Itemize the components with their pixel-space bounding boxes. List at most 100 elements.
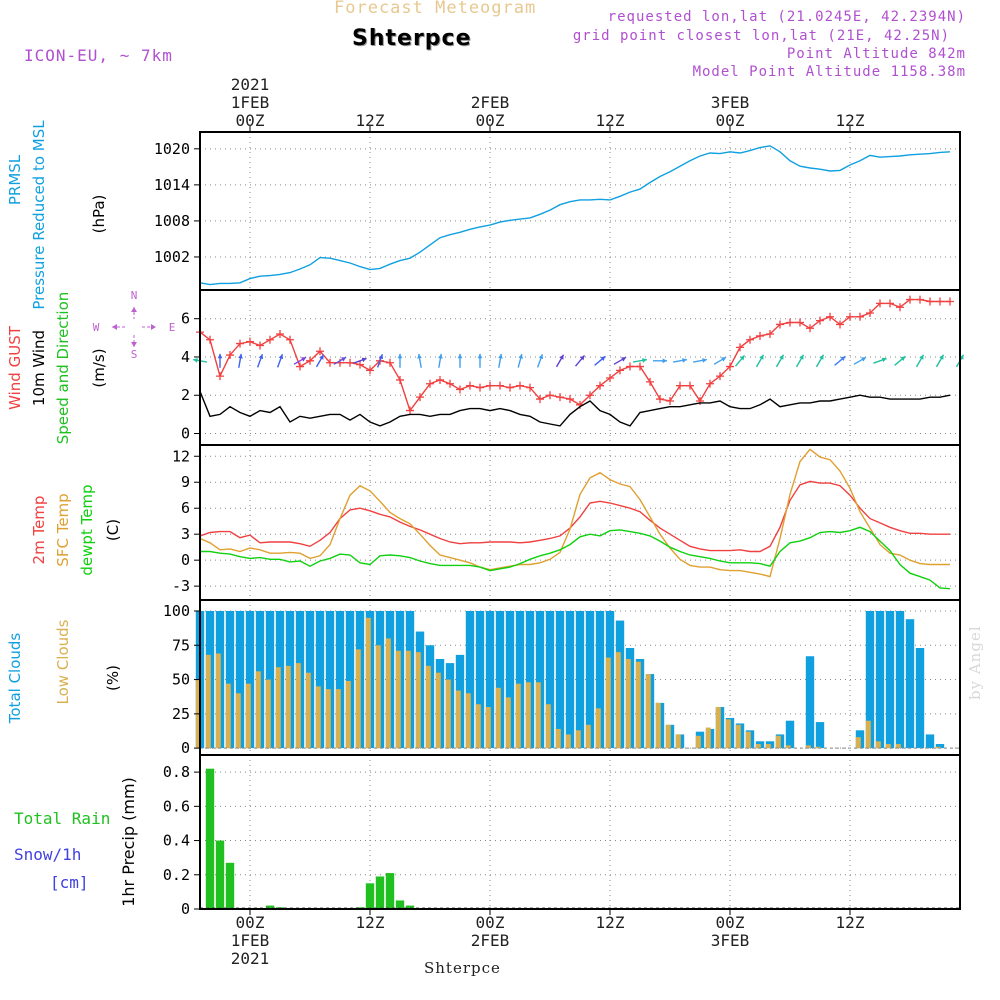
wind-arrow-head xyxy=(721,357,727,362)
bottom-time-label: 00Z xyxy=(476,913,505,932)
model-label: ICON-EU, ~ 7km xyxy=(24,46,173,65)
low-cloud-bar xyxy=(815,746,821,749)
wind-arrow-head xyxy=(518,354,523,359)
pressure-unit: (hPa) xyxy=(90,195,108,234)
low-cloud-bar xyxy=(395,650,401,749)
low-cloud-bar xyxy=(465,693,471,749)
wind-arrow-head xyxy=(361,357,367,363)
total-cloud-bar xyxy=(925,734,935,749)
total-cloud-bar xyxy=(325,610,335,749)
top-time-label: 1FEB xyxy=(231,93,270,112)
wind-arrow-head xyxy=(278,354,284,360)
wind-arrow-head xyxy=(819,354,824,360)
gust-line xyxy=(199,298,950,413)
gust-marker xyxy=(726,362,734,371)
temp-sfc-line xyxy=(199,448,950,578)
wind-arrow-head xyxy=(919,354,924,360)
low-cloud-bar xyxy=(355,649,361,749)
gust-marker xyxy=(436,375,444,384)
total-cloud-bar xyxy=(555,610,565,749)
total-cloud-bar xyxy=(345,610,355,749)
low-cloud-bar xyxy=(335,689,341,749)
gust-marker xyxy=(606,374,614,383)
total-cloud-bar xyxy=(515,610,525,749)
gust-marker xyxy=(556,393,564,402)
gust-marker xyxy=(636,362,644,371)
gust-marker xyxy=(836,320,844,329)
low-cloud-bar xyxy=(435,672,441,749)
gust-marker xyxy=(646,377,654,386)
gust-marker xyxy=(236,339,244,348)
temp-unit: (C) xyxy=(104,519,122,541)
gust-marker xyxy=(656,395,664,404)
wind-gust-label: Wind GUST xyxy=(6,325,24,410)
location-title: Shterpce xyxy=(352,26,472,51)
pressure-label-2: Pressure Reduced to MSL xyxy=(30,120,48,310)
low-cloud-bar xyxy=(695,735,701,749)
low-cloud-bar xyxy=(765,744,771,749)
low-cloud-bar xyxy=(245,683,251,749)
gust-marker xyxy=(276,330,284,339)
temp-dewpt-label: dewpt Temp xyxy=(78,484,96,575)
bottom-time-label: 1FEB xyxy=(231,931,270,950)
gust-marker xyxy=(536,395,544,404)
gust-marker xyxy=(476,383,484,392)
wind-arrow-head xyxy=(600,356,606,361)
low-cloud-bar xyxy=(415,652,421,749)
low-cloud-bar xyxy=(235,693,241,749)
wind-arrow-head xyxy=(193,357,198,363)
gust-marker xyxy=(806,324,814,333)
low-cloud-bar xyxy=(875,741,881,749)
total-cloud-bar xyxy=(595,610,605,749)
clouds-tick-label: 75 xyxy=(172,636,190,654)
temp-dewpt-line xyxy=(200,526,951,590)
total-cloud-bar xyxy=(895,610,905,749)
low-cloud-bar xyxy=(755,744,761,749)
wind-arrow-head xyxy=(799,354,804,360)
total-cloud-bar xyxy=(785,720,795,749)
wind-tick-label: 0 xyxy=(181,425,190,443)
gust-marker xyxy=(626,362,634,371)
chart-title: Forecast Meteogram xyxy=(334,0,537,18)
total-cloud-bar xyxy=(495,610,505,749)
wind-arrow-head xyxy=(621,357,627,362)
wind-arrow-head xyxy=(217,353,223,359)
low-cloud-bar xyxy=(785,745,791,749)
total-cloud-bar xyxy=(805,656,815,749)
gust-marker xyxy=(616,366,624,375)
total-cloud-bar xyxy=(475,610,485,749)
gust-marker xyxy=(826,312,834,321)
low-cloud-bar xyxy=(865,720,871,749)
gust-marker xyxy=(326,358,334,367)
low-cloud-bar xyxy=(495,687,501,749)
temp-tick-label: 0 xyxy=(181,551,190,569)
low-cloud-bar xyxy=(205,654,211,749)
low-cloud-bar xyxy=(225,683,231,749)
wind-arrow-head xyxy=(397,353,403,359)
low-cloud-bar xyxy=(375,645,381,749)
rain-bar xyxy=(205,768,215,909)
low-cloud-bar xyxy=(545,704,551,749)
gust-marker xyxy=(216,372,224,381)
precip-tick-label: 0.2 xyxy=(163,866,190,884)
precip-tick-label: 0.8 xyxy=(163,763,190,781)
clouds-tick-label: 50 xyxy=(172,671,190,689)
wind-arrow-head xyxy=(682,357,687,363)
total-cloud-bar xyxy=(915,648,925,749)
gust-marker xyxy=(686,381,694,390)
gust-marker xyxy=(496,381,504,390)
temp-tick-label: 12 xyxy=(172,447,190,465)
pressure-tick-label: 1008 xyxy=(154,212,190,230)
wind-arrow-head xyxy=(642,357,647,363)
gust-marker xyxy=(676,381,684,390)
low-cloud-bar xyxy=(445,679,451,749)
low-cloud-bar xyxy=(645,674,651,749)
gust-marker xyxy=(716,372,724,381)
gust-marker xyxy=(736,343,744,352)
gust-marker xyxy=(566,395,574,404)
gust-marker xyxy=(456,385,464,394)
low-cloud-bar xyxy=(475,704,481,749)
compass-south: S xyxy=(131,348,138,361)
low-cloud-bar xyxy=(705,727,711,749)
